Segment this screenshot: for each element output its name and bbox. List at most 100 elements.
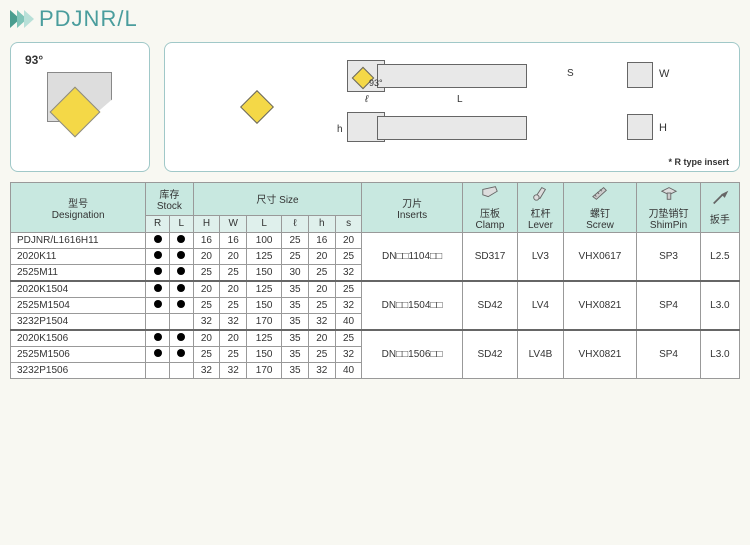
cell-designation: 3232P1506 bbox=[11, 363, 146, 379]
th-R: R bbox=[146, 215, 170, 232]
th-inserts: 刀片Inserts bbox=[362, 183, 462, 233]
cell-s: 40 bbox=[335, 363, 362, 379]
dim-L: L bbox=[457, 94, 463, 105]
cell-ell: 35 bbox=[282, 314, 309, 331]
cell-H: 20 bbox=[193, 330, 220, 347]
diagram-angle: 93° bbox=[10, 42, 150, 172]
cell-stock-l bbox=[169, 298, 193, 314]
cell-W: 16 bbox=[220, 233, 247, 249]
cell-H: 25 bbox=[193, 347, 220, 363]
cell-shimpin: SP3 bbox=[637, 233, 701, 282]
th-H: H bbox=[193, 215, 220, 232]
dim-93: 93° bbox=[369, 78, 383, 88]
cell-stock-r bbox=[146, 298, 170, 314]
cell-shimpin: SP4 bbox=[637, 330, 701, 379]
cell-clamp: SD317 bbox=[462, 233, 518, 282]
cell-L: 170 bbox=[247, 314, 282, 331]
chevron-icon bbox=[10, 10, 31, 28]
cell-s: 32 bbox=[335, 298, 362, 314]
dim-S: S bbox=[567, 68, 574, 79]
cell-s: 25 bbox=[335, 330, 362, 347]
cell-s: 20 bbox=[335, 233, 362, 249]
cell-h: 16 bbox=[308, 233, 335, 249]
cell-h: 25 bbox=[308, 265, 335, 282]
cell-W: 32 bbox=[220, 363, 247, 379]
cell-stock-r bbox=[146, 330, 170, 347]
cell-H: 25 bbox=[193, 298, 220, 314]
cell-h: 25 bbox=[308, 298, 335, 314]
cell-L: 170 bbox=[247, 363, 282, 379]
cell-s: 32 bbox=[335, 265, 362, 282]
cell-stock-r bbox=[146, 233, 170, 249]
cell-H: 16 bbox=[193, 233, 220, 249]
cell-L: 125 bbox=[247, 249, 282, 265]
th-L: L bbox=[169, 215, 193, 232]
cell-L: 150 bbox=[247, 347, 282, 363]
cell-designation: 2020K11 bbox=[11, 249, 146, 265]
cell-stock-r bbox=[146, 281, 170, 298]
cell-wrench: L3.0 bbox=[700, 281, 739, 330]
cell-W: 20 bbox=[220, 330, 247, 347]
cell-lever: LV4B bbox=[518, 330, 563, 379]
cell-screw: VHX0617 bbox=[563, 233, 637, 282]
cell-stock-l bbox=[169, 363, 193, 379]
insert-note: * R type insert bbox=[668, 157, 729, 167]
cell-L: 125 bbox=[247, 330, 282, 347]
cell-h: 20 bbox=[308, 249, 335, 265]
cell-W: 25 bbox=[220, 347, 247, 363]
cell-designation: 2525M11 bbox=[11, 265, 146, 282]
cell-lever: LV3 bbox=[518, 233, 563, 282]
cell-stock-r bbox=[146, 363, 170, 379]
table-row: 2020K15042020125352025DN□□1504□□SD42LV4V… bbox=[11, 281, 740, 298]
cell-stock-l bbox=[169, 347, 193, 363]
cell-W: 32 bbox=[220, 314, 247, 331]
cell-s: 25 bbox=[335, 249, 362, 265]
cell-W: 25 bbox=[220, 298, 247, 314]
th-clamp: 压板Clamp bbox=[462, 183, 518, 233]
cell-s: 32 bbox=[335, 347, 362, 363]
th-designation: 型号Designation bbox=[11, 183, 146, 233]
cell-stock-l bbox=[169, 265, 193, 282]
cell-stock-r bbox=[146, 249, 170, 265]
cell-designation: 2525M1506 bbox=[11, 347, 146, 363]
cell-screw: VHX0821 bbox=[563, 281, 637, 330]
cell-designation: 2020K1506 bbox=[11, 330, 146, 347]
cell-designation: PDJNR/L1616H11 bbox=[11, 233, 146, 249]
table-row: 2020K15062020125352025DN□□1506□□SD42LV4B… bbox=[11, 330, 740, 347]
cell-designation: 3232P1504 bbox=[11, 314, 146, 331]
spec-table: 型号Designation 库存Stock 尺寸 Size 刀片Inserts … bbox=[10, 182, 740, 379]
dim-ell: ℓ bbox=[365, 94, 368, 105]
cell-h: 20 bbox=[308, 281, 335, 298]
cell-stock-r bbox=[146, 314, 170, 331]
cell-L: 100 bbox=[247, 233, 282, 249]
page-header: PDJNR/L bbox=[0, 0, 750, 38]
cell-screw: VHX0821 bbox=[563, 330, 637, 379]
cell-ell: 25 bbox=[282, 249, 309, 265]
cell-h: 32 bbox=[308, 314, 335, 331]
th-lever: 杠杆Lever bbox=[518, 183, 563, 233]
cell-inserts: DN□□1504□□ bbox=[362, 281, 462, 330]
cell-H: 32 bbox=[193, 314, 220, 331]
cell-stock-l bbox=[169, 330, 193, 347]
cell-ell: 35 bbox=[282, 363, 309, 379]
cell-ell: 30 bbox=[282, 265, 309, 282]
table-row: PDJNR/L1616H111616100251620DN□□1104□□SD3… bbox=[11, 233, 740, 249]
cell-ell: 35 bbox=[282, 330, 309, 347]
cell-ell: 35 bbox=[282, 298, 309, 314]
cell-stock-r bbox=[146, 265, 170, 282]
cell-L: 125 bbox=[247, 281, 282, 298]
cell-ell: 35 bbox=[282, 347, 309, 363]
cell-H: 20 bbox=[193, 249, 220, 265]
diagram-technical: 93° ℓ L h S W H * R type insert bbox=[164, 42, 740, 172]
dim-W: W bbox=[659, 68, 669, 80]
insert-icon bbox=[237, 87, 277, 127]
cell-wrench: L3.0 bbox=[700, 330, 739, 379]
cell-ell: 25 bbox=[282, 233, 309, 249]
cell-L: 150 bbox=[247, 298, 282, 314]
page-title: PDJNR/L bbox=[39, 6, 138, 32]
cell-wrench: L2.5 bbox=[700, 233, 739, 282]
cell-H: 25 bbox=[193, 265, 220, 282]
dim-H: H bbox=[659, 122, 667, 134]
cell-stock-l bbox=[169, 233, 193, 249]
cell-designation: 2020K1504 bbox=[11, 281, 146, 298]
